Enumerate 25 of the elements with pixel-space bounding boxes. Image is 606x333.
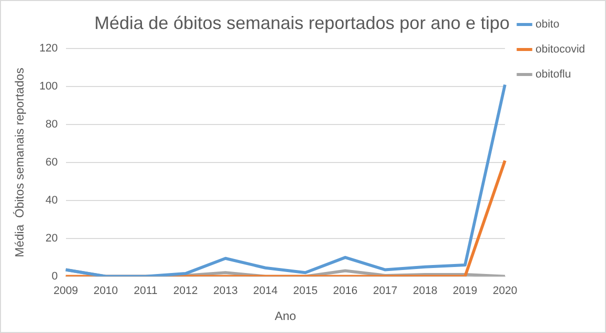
x-tick-label: 2011 (134, 285, 158, 298)
chart-title: Média de óbitos semanais reportados por ano e tipo (94, 12, 510, 33)
y-tick-label: 0 (52, 270, 58, 282)
x-tick-label: 2019 (452, 285, 478, 298)
x-tick-label: 2010 (93, 285, 118, 298)
x-tick-label: 2013 (213, 285, 238, 298)
y-axis-title: Média Óbitos semanais reportados (12, 68, 27, 258)
x-tick-label: 2014 (253, 285, 278, 298)
y-tick-label: 100 (39, 80, 58, 93)
x-tick-label: 2017 (372, 285, 398, 298)
y-tick-label: 20 (46, 232, 58, 244)
x-tick-label: 2009 (54, 285, 78, 298)
y-tick-label: 80 (46, 118, 58, 131)
x-tick-label: 2020 (492, 285, 518, 298)
x-tick-label: 2012 (173, 285, 198, 298)
x-tick-label: 2016 (333, 285, 358, 298)
y-tick-label: 60 (46, 156, 58, 169)
y-tick-label: 120 (39, 42, 58, 55)
legend-label: obitoflu (535, 68, 571, 81)
y-tick-label: 40 (46, 194, 58, 206)
x-tick-label: 2018 (412, 285, 438, 298)
legend-label: obitocovid (535, 44, 586, 56)
legend-label: obito (535, 18, 560, 31)
x-tick-label: 2015 (293, 285, 318, 298)
x-axis-title: Ano (274, 309, 296, 324)
